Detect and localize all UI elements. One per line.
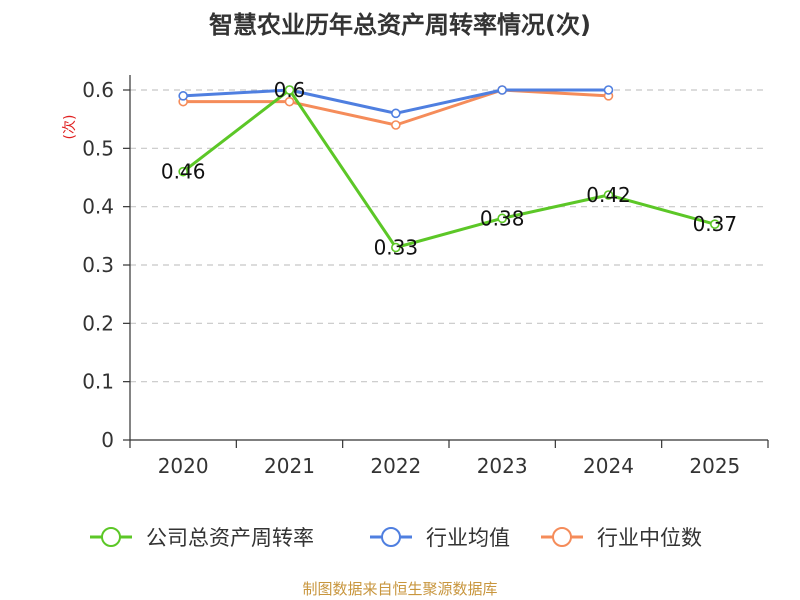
series-line-0 — [182, 88, 716, 249]
data-label: 0.38 — [480, 206, 525, 230]
data-point — [178, 91, 188, 101]
y-tick-label: 0.3 — [82, 253, 114, 277]
data-point — [284, 85, 295, 95]
legend-label: 行业中位数 — [597, 526, 702, 550]
y-axis-label: (次) — [62, 115, 78, 140]
x-tick-label: 2024 — [583, 454, 634, 478]
plot-area: 0 0.1 0.2 0.3 0.4 0.5 0.6 2020 2021 2022 2023 2024 2… — [82, 75, 769, 478]
data-point — [178, 166, 188, 177]
legend-label: 行业均值 — [426, 526, 510, 550]
data-label: 0.6 — [274, 78, 306, 102]
data-label: 0.33 — [374, 236, 419, 260]
data-point — [603, 190, 614, 200]
y-tick-label: 0.2 — [82, 311, 114, 335]
data-point — [497, 85, 507, 95]
x-tick-label: 2022 — [370, 454, 421, 478]
y-tick-label: 0.1 — [82, 370, 114, 394]
chart-title: 智慧农业历年总资产周转率情况(次) — [209, 11, 591, 39]
y-tick-label: 0.6 — [82, 78, 114, 102]
legend-marker — [101, 527, 121, 547]
series-line-2 — [183, 88, 609, 127]
legend-marker — [381, 527, 401, 547]
legend: 公司总资产周转率 行业均值 行业中位数 — [90, 526, 702, 550]
legend-label: 公司总资产周转率 — [146, 526, 314, 550]
source-note: 制图数据来自恒生聚源数据库 — [302, 580, 497, 598]
data-label: 0.42 — [586, 183, 631, 207]
y-tick-label: 0.4 — [82, 195, 114, 219]
x-tick-label: 2020 — [158, 454, 209, 478]
x-tick-label: 2021 — [264, 454, 315, 478]
data-label: 0.46 — [161, 160, 206, 184]
data-point — [603, 85, 614, 95]
data-point — [284, 96, 295, 107]
x-tick-label: 2023 — [477, 454, 528, 478]
x-tick-label: 2025 — [689, 454, 740, 478]
data-label: 0.37 — [693, 212, 738, 236]
data-point — [710, 219, 720, 229]
y-tick-label: 0.5 — [82, 136, 114, 160]
data-point — [497, 213, 507, 224]
legend-marker — [552, 527, 572, 547]
y-tick-label: 0 — [101, 428, 114, 452]
data-point — [391, 242, 401, 253]
data-point — [391, 120, 401, 130]
data-point — [391, 108, 401, 119]
